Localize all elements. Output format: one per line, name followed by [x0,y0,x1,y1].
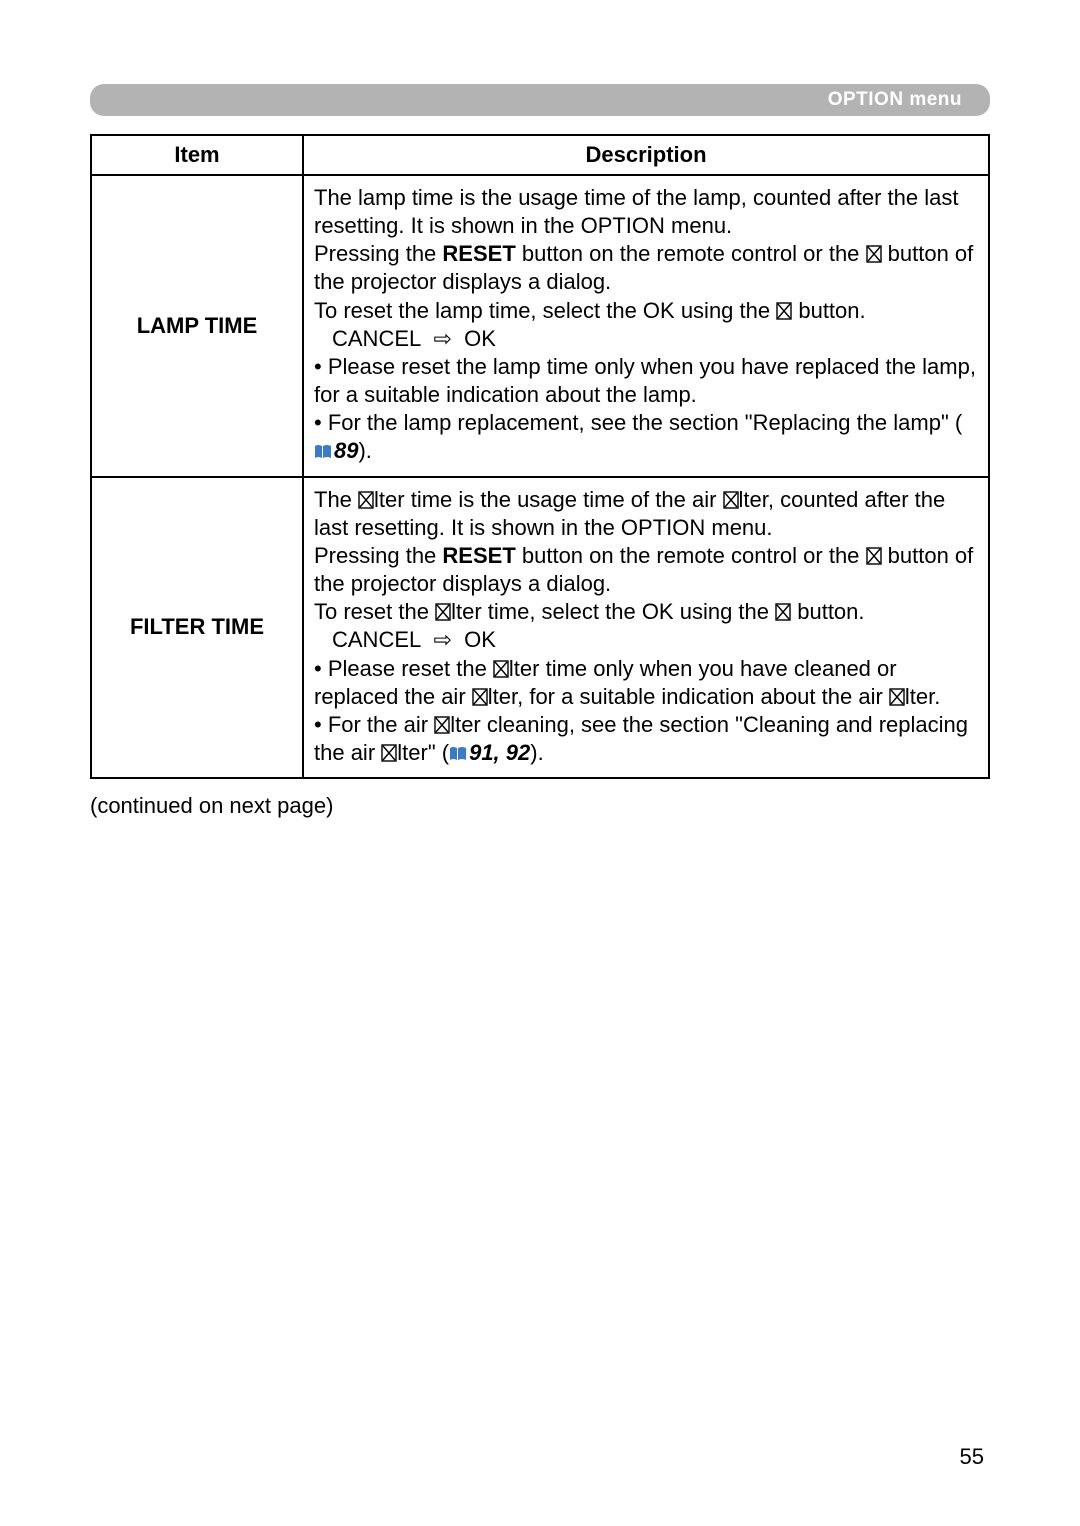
desc-filter-time: The lter time is the usage time of the a… [303,477,989,779]
continued-note: (continued on next page) [90,793,990,819]
book-icon [314,439,332,467]
header-bar: OPTION menu [90,84,990,116]
table-row: LAMP TIME The lamp time is the usage tim… [91,175,989,477]
missing-glyph-icon [493,660,509,678]
missing-glyph-icon [358,491,374,509]
right-arrow-box-icon [866,245,882,263]
missing-glyph-icon [889,688,905,706]
missing-glyph-icon [434,716,450,734]
missing-glyph-icon [435,603,451,621]
desc-lamp-time: The lamp time is the usage time of the l… [303,175,989,477]
missing-glyph-icon [472,688,488,706]
item-lamp-time: LAMP TIME [91,175,303,477]
item-filter-time: FILTER TIME [91,477,303,779]
th-description: Description [303,135,989,175]
page-number: 55 [960,1444,984,1470]
book-icon [449,741,467,769]
missing-glyph-icon [381,744,397,762]
right-arrow-box-icon [866,547,882,565]
option-table: Item Description LAMP TIME The lamp time… [90,134,990,779]
th-item: Item [91,135,303,175]
right-arrow-box-icon [776,302,792,320]
table-row: FILTER TIME The lter time is the usage t… [91,477,989,779]
right-arrow-box-icon [775,603,791,621]
missing-glyph-icon [723,491,739,509]
header-title: OPTION menu [828,89,962,111]
